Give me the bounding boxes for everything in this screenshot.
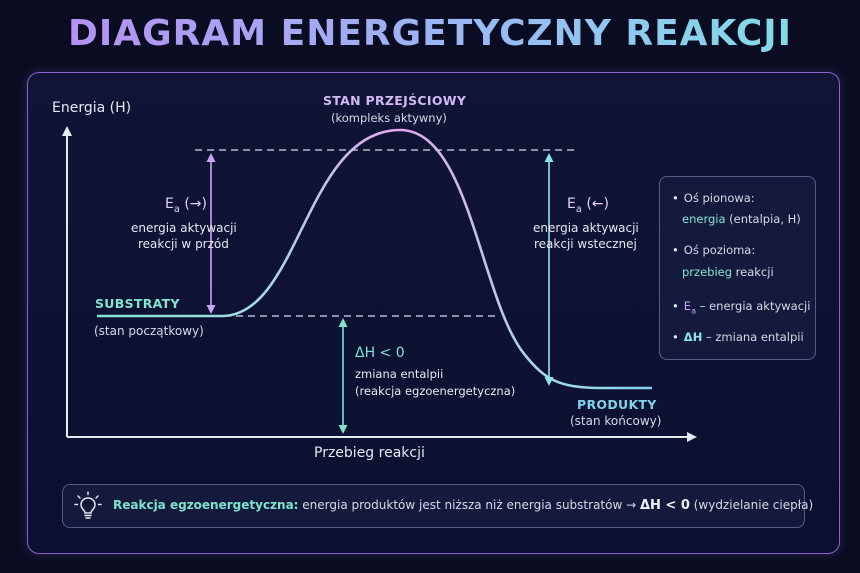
x-axis-label: Przebieg reakcji xyxy=(314,445,425,461)
legend-item-delta-h: • ΔH – zmiana entalpii xyxy=(672,330,804,344)
products-title: PRODUKTY xyxy=(577,397,657,412)
transition-state-subtitle: (kompleks aktywny) xyxy=(331,111,447,125)
legend-box: • Oś pionowa: energia (entalpia, H) • Oś p… xyxy=(659,176,816,360)
products-subtitle: (stan końcowy) xyxy=(570,414,662,428)
y-axis-label: Energia (H) xyxy=(52,100,132,116)
page-title: DIAGRAM ENERGETYCZNY REAKCJI xyxy=(0,8,860,60)
ea-backward-desc-1: energia aktywacji xyxy=(533,221,639,235)
reaction-curve xyxy=(97,128,652,390)
ea-backward-label: Ea (←) xyxy=(567,196,609,215)
delta-h-desc-1: zmiana entalpii xyxy=(355,367,444,381)
legend-item-vertical-axis: • Oś pionowa: xyxy=(672,191,755,205)
delta-h-desc-2: (reakcja egzoenergetyczna) xyxy=(355,384,516,398)
transition-state-title: STAN PRZEJŚCIOWY xyxy=(323,93,467,108)
legend-item-horizontal-axis-detail: przebieg reakcji xyxy=(682,265,774,279)
summary-note-text: Reakcja egzoenergetyczna: energia produk… xyxy=(113,498,814,513)
substrates-title: SUBSTRATY xyxy=(95,296,180,311)
legend-item-horizontal-axis: • Oś pozioma: xyxy=(672,243,756,257)
ea-forward-desc-2: reakcji w przód xyxy=(138,237,229,251)
legend-item-ea: • Ea – energia aktywacji xyxy=(672,299,811,316)
delta-h-label: ΔH < 0 xyxy=(355,345,405,361)
legend-item-vertical-axis-detail: energia (entalpia, H) xyxy=(682,212,801,226)
ea-forward-desc-1: energia aktywacji xyxy=(131,221,237,235)
lightbulb-icon xyxy=(74,491,102,519)
ea-backward-desc-2: reakcji wstecznej xyxy=(534,237,637,251)
summary-note: Reakcja egzoenergetyczna: energia produk… xyxy=(62,484,813,528)
ea-forward-label: Ea (→) xyxy=(165,196,207,215)
substrates-subtitle: (stan początkowy) xyxy=(94,324,204,338)
